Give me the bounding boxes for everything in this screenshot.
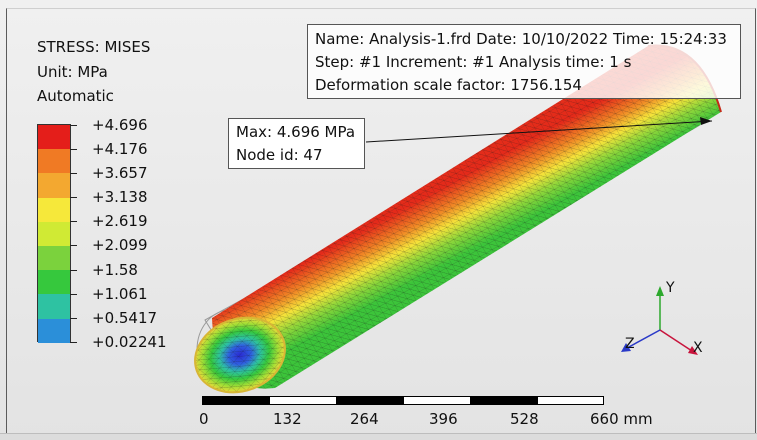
legend-tick-label: +0.02241 [92,333,167,351]
legend-tick [70,173,77,174]
legend-tick [70,245,77,246]
scale-segment [403,396,471,405]
z-axis-arrow-icon [621,343,631,352]
scale-label: 264 [350,410,379,428]
scale-segment [336,396,404,405]
x-axis-arrow-icon [688,346,698,355]
scale-label: 528 [510,410,539,428]
max-leader-arrow [700,117,712,125]
legend-tick-label: +3.657 [92,164,148,182]
scale-label: 396 [429,410,458,428]
legend-tick [70,342,77,343]
scale-label: 660 mm [590,410,653,428]
legend-tick [70,221,77,222]
legend-mode: Automatic [37,87,114,105]
legend-tick-label: +2.619 [92,212,148,230]
legend-tick [70,294,77,295]
scale-segment [269,396,337,405]
x-axis-label: X [693,340,703,356]
legend-swatch [38,173,70,198]
scale-segment [202,396,270,405]
legend-color-bar [37,124,71,343]
legend-tick-label: +2.099 [92,236,148,254]
z-axis-line [626,329,661,349]
legend-unit: Unit: MPa [37,63,108,81]
legend-tick-label: +0.5417 [92,309,158,327]
legend-swatch [38,197,70,222]
scale-label: 0 [199,410,209,428]
legend-swatch [38,318,70,343]
legend-tick [70,318,77,319]
scale-segment [537,396,604,405]
max-leader-line [365,120,713,143]
legend-tick-label: +4.696 [92,116,148,134]
legend-tick-label: +1.061 [92,285,148,303]
legend-tick-label: +3.138 [92,188,148,206]
legend-swatch [38,149,70,174]
y-axis-arrow-icon [656,286,664,296]
analysis-info-box: Name: Analysis-1.frd Date: 10/10/2022 Ti… [307,24,741,99]
scale-segment [470,396,538,405]
cylinder-end-cap [194,316,286,394]
z-axis-label: Z [625,336,635,352]
status-strip [0,433,757,440]
legend-tick-label: +1.58 [92,261,138,279]
legend-swatch [38,221,70,246]
scale-label: 132 [273,410,302,428]
axis-triad[interactable]: Y X Z [610,278,720,368]
legend-swatch [38,246,70,271]
legend-swatch [38,294,70,319]
info-step-increment: Step: #1 Increment: #1 Analysis time: 1 … [315,53,632,71]
max-node-id: Node id: 47 [236,146,323,164]
legend-title: STRESS: MISES [37,38,151,56]
legend-tick [70,270,77,271]
legend-tick [70,149,77,150]
legend-tick-label: +4.176 [92,140,148,158]
legend-swatch [38,270,70,295]
scale-bar [202,396,604,406]
legend-tick [70,125,77,126]
x-axis-line [659,329,693,352]
info-name-date-time: Name: Analysis-1.frd Date: 10/10/2022 Ti… [315,30,727,48]
max-value-label: Max: 4.696 MPa [236,123,356,141]
max-value-box: Max: 4.696 MPa Node id: 47 [228,118,365,169]
legend-swatch [38,125,70,150]
legend-tick [70,197,77,198]
info-deformation-scale: Deformation scale factor: 1756.154 [315,76,582,94]
y-axis-label: Y [665,280,675,296]
